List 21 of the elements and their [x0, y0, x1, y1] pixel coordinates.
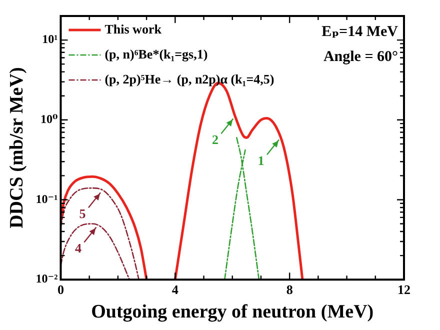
x-axis-title: Outgoing energy of neutron (MeV) [91, 302, 374, 323]
y-tick-label: 10¹ [42, 32, 58, 46]
legend-label: (p, 2p)⁵He→ (p, n2p)α (k₁=4,5) [104, 71, 274, 86]
line-series [60, 223, 130, 280]
annotation: Angle = 60° [323, 48, 398, 65]
y-tick-label: 10⁻² [36, 272, 58, 286]
annotation: 4 [74, 240, 82, 256]
x-tick-label: 4 [172, 282, 179, 297]
annotation: Eₚ=14 MeV [322, 24, 398, 40]
y-tick-label: 10⁻¹ [36, 192, 58, 206]
legend-label: (p, n)⁶Be*(k₁=gs,1) [104, 46, 208, 62]
annotation: 1 [258, 152, 264, 168]
line-series [60, 187, 140, 280]
legend-label: This work [104, 21, 162, 36]
x-tick-label: 0 [57, 282, 64, 297]
annotation: 2 [212, 132, 218, 147]
annotation: 5 [79, 206, 86, 222]
x-tick-label: 8 [286, 282, 294, 297]
y-axis-title: DDCS (mb/sr MeV) [6, 67, 28, 228]
y-tick-label: 10⁰ [40, 112, 58, 126]
x-tick-label: 12 [398, 282, 410, 297]
